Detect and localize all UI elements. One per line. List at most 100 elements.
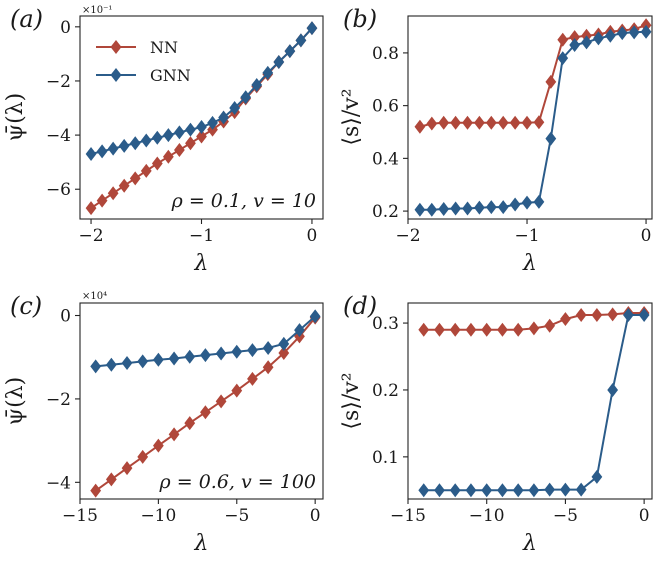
data-point-nn [278, 346, 290, 361]
data-point-nn [184, 416, 196, 431]
data-point-gnn [251, 78, 263, 93]
data-point-nn [96, 193, 108, 208]
data-point-gnn [426, 202, 438, 217]
data-point-gnn [474, 200, 485, 215]
data-point-nn [174, 142, 185, 157]
panel-label: (a) [10, 5, 43, 33]
data-point-nn [449, 322, 461, 337]
data-point-gnn [200, 348, 211, 363]
data-point-gnn [140, 133, 152, 148]
x-tick-label: −10 [140, 506, 176, 526]
axes-frame [407, 15, 653, 220]
data-point-gnn [284, 44, 296, 59]
y-axis-label: ψ̄(λ) [3, 377, 28, 425]
panel-label: (c) [10, 292, 42, 320]
data-point-nn [151, 156, 163, 171]
data-point-gnn [162, 128, 174, 143]
axes-frame [79, 302, 324, 500]
data-point-gnn [509, 197, 521, 212]
data-point-gnn [628, 25, 640, 40]
data-point-gnn [184, 349, 196, 364]
legend-marker-nn [110, 40, 122, 54]
data-point-gnn [218, 110, 229, 125]
y-tick-label: 0.2 [372, 381, 399, 401]
panel-d: −15 −10 −5 0 0.1 0.2 0.3 λ ⟨s⟩/v² (d) [339, 292, 653, 556]
data-point-gnn [207, 115, 218, 130]
legend-label-gnn: GNN [150, 66, 191, 85]
x-tick-label: −10 [469, 506, 505, 526]
panel-b: −2 −1 0 0.2 0.4 0.6 0.8 λ ⟨s⟩/v² (b) [339, 5, 653, 276]
data-point-nn [465, 322, 477, 337]
data-point-gnn [229, 101, 241, 116]
data-point-nn [121, 461, 133, 476]
data-point-gnn [607, 382, 619, 397]
data-point-gnn [623, 308, 634, 323]
y-tick-label: −6 [46, 180, 71, 200]
data-point-nn [512, 322, 524, 337]
x-tick-label: −5 [224, 506, 249, 526]
data-point-nn [450, 115, 461, 130]
data-point-gnn [185, 122, 196, 137]
y-tick-label: −2 [46, 390, 71, 410]
data-point-nn [215, 394, 227, 409]
y-tick-label: 0.1 [372, 448, 399, 468]
y-tick-label: 0 [60, 18, 71, 38]
data-point-gnn [593, 31, 604, 46]
y-multiplier: ×10⁻¹ [82, 5, 112, 16]
data-point-nn [90, 483, 102, 498]
x-tick-label: −15 [390, 506, 426, 526]
data-point-gnn [414, 202, 426, 217]
data-point-gnn [107, 141, 119, 156]
data-point-nn [557, 32, 569, 47]
panel-label: (d) [343, 292, 377, 320]
data-point-gnn [591, 469, 603, 484]
data-point-nn [591, 308, 603, 323]
data-point-nn [528, 321, 540, 336]
data-point-gnn [418, 483, 430, 498]
legend-label-nn: NN [150, 38, 178, 57]
data-point-gnn [278, 336, 290, 351]
y-axis-label: ⟨s⟩/v² [339, 88, 364, 145]
data-point-nn [497, 322, 508, 337]
y-tick-label: 0.4 [372, 149, 399, 169]
y-tick-label: 0.3 [372, 314, 399, 334]
y-multiplier: ×10⁴ [82, 291, 107, 302]
data-point-gnn [85, 147, 97, 162]
data-point-gnn [215, 346, 227, 361]
y-tick-label: 0.6 [372, 97, 399, 117]
legend-marker-gnn [110, 68, 122, 82]
data-point-gnn [90, 359, 102, 374]
data-point-gnn [295, 33, 307, 48]
data-point-gnn [462, 201, 473, 216]
data-point-gnn [151, 130, 163, 145]
data-point-gnn [137, 354, 149, 369]
axes-frame [407, 302, 653, 500]
data-point-nn [153, 438, 164, 453]
data-point-gnn [96, 144, 108, 159]
data-point-nn [438, 115, 450, 130]
data-point-nn [196, 129, 207, 144]
data-point-gnn [616, 26, 628, 41]
y-tick-label: −4 [46, 126, 71, 146]
data-point-gnn [575, 482, 587, 497]
data-point-gnn [485, 200, 497, 215]
parameter-annotation: ρ = 0.6, v = 100 [159, 471, 316, 493]
data-point-gnn [481, 483, 493, 498]
data-point-nn [509, 115, 521, 130]
x-tick-label: −2 [79, 226, 104, 246]
x-tick-label: 0 [641, 226, 652, 246]
x-tick-label: −1 [514, 226, 539, 246]
x-tick-label: −15 [62, 506, 98, 526]
data-point-gnn [129, 136, 141, 151]
panel-label: (b) [343, 5, 377, 33]
data-point-gnn [121, 356, 133, 371]
data-point-nn [247, 371, 258, 386]
data-point-gnn [512, 483, 524, 498]
y-tick-label: 0 [60, 307, 71, 327]
y-tick-label: −2 [46, 72, 71, 92]
data-point-nn [137, 449, 149, 464]
x-axis-label: λ [522, 531, 537, 556]
data-point-gnn [544, 482, 556, 497]
data-point-gnn [557, 51, 569, 66]
